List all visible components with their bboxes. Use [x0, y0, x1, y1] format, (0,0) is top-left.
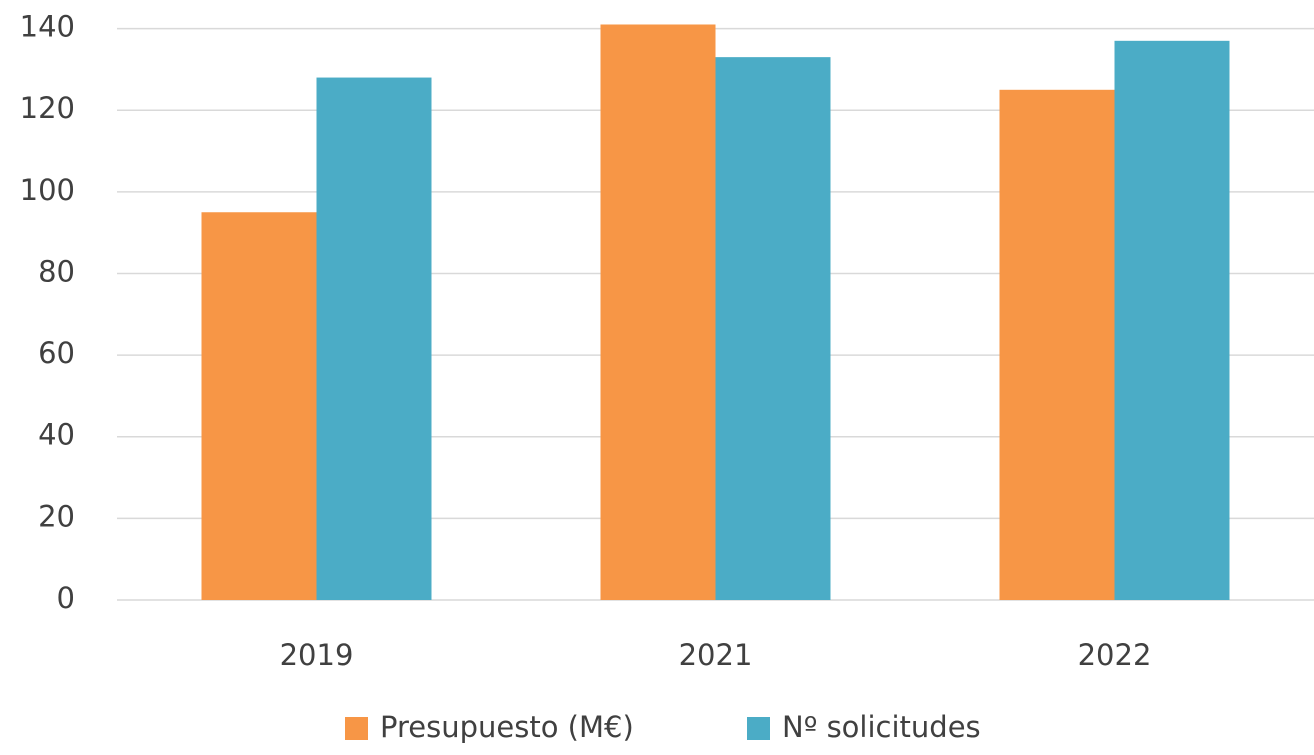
bar: [600, 24, 716, 600]
legend-swatch: [747, 717, 770, 740]
y-tick-label: 0: [57, 581, 75, 615]
bar: [715, 57, 831, 600]
legend-label: Nº solicitudes: [782, 710, 981, 744]
bar: [201, 212, 317, 600]
bar: [999, 89, 1115, 600]
y-tick-label: 100: [20, 173, 75, 207]
y-tick-label: 120: [20, 91, 75, 125]
bar: [1114, 40, 1230, 600]
legend-label: Presupuesto (M€): [380, 710, 634, 744]
y-tick-label: 60: [38, 336, 75, 370]
x-tick-label: 2021: [679, 638, 753, 672]
y-tick-label: 20: [38, 499, 75, 533]
legend-swatch: [345, 717, 368, 740]
y-tick-label: 80: [38, 254, 75, 288]
x-tick-label: 2019: [280, 638, 354, 672]
x-tick-label: 2022: [1078, 638, 1152, 672]
y-tick-label: 140: [20, 10, 75, 44]
bar: [316, 77, 432, 600]
y-tick-label: 40: [38, 418, 75, 452]
